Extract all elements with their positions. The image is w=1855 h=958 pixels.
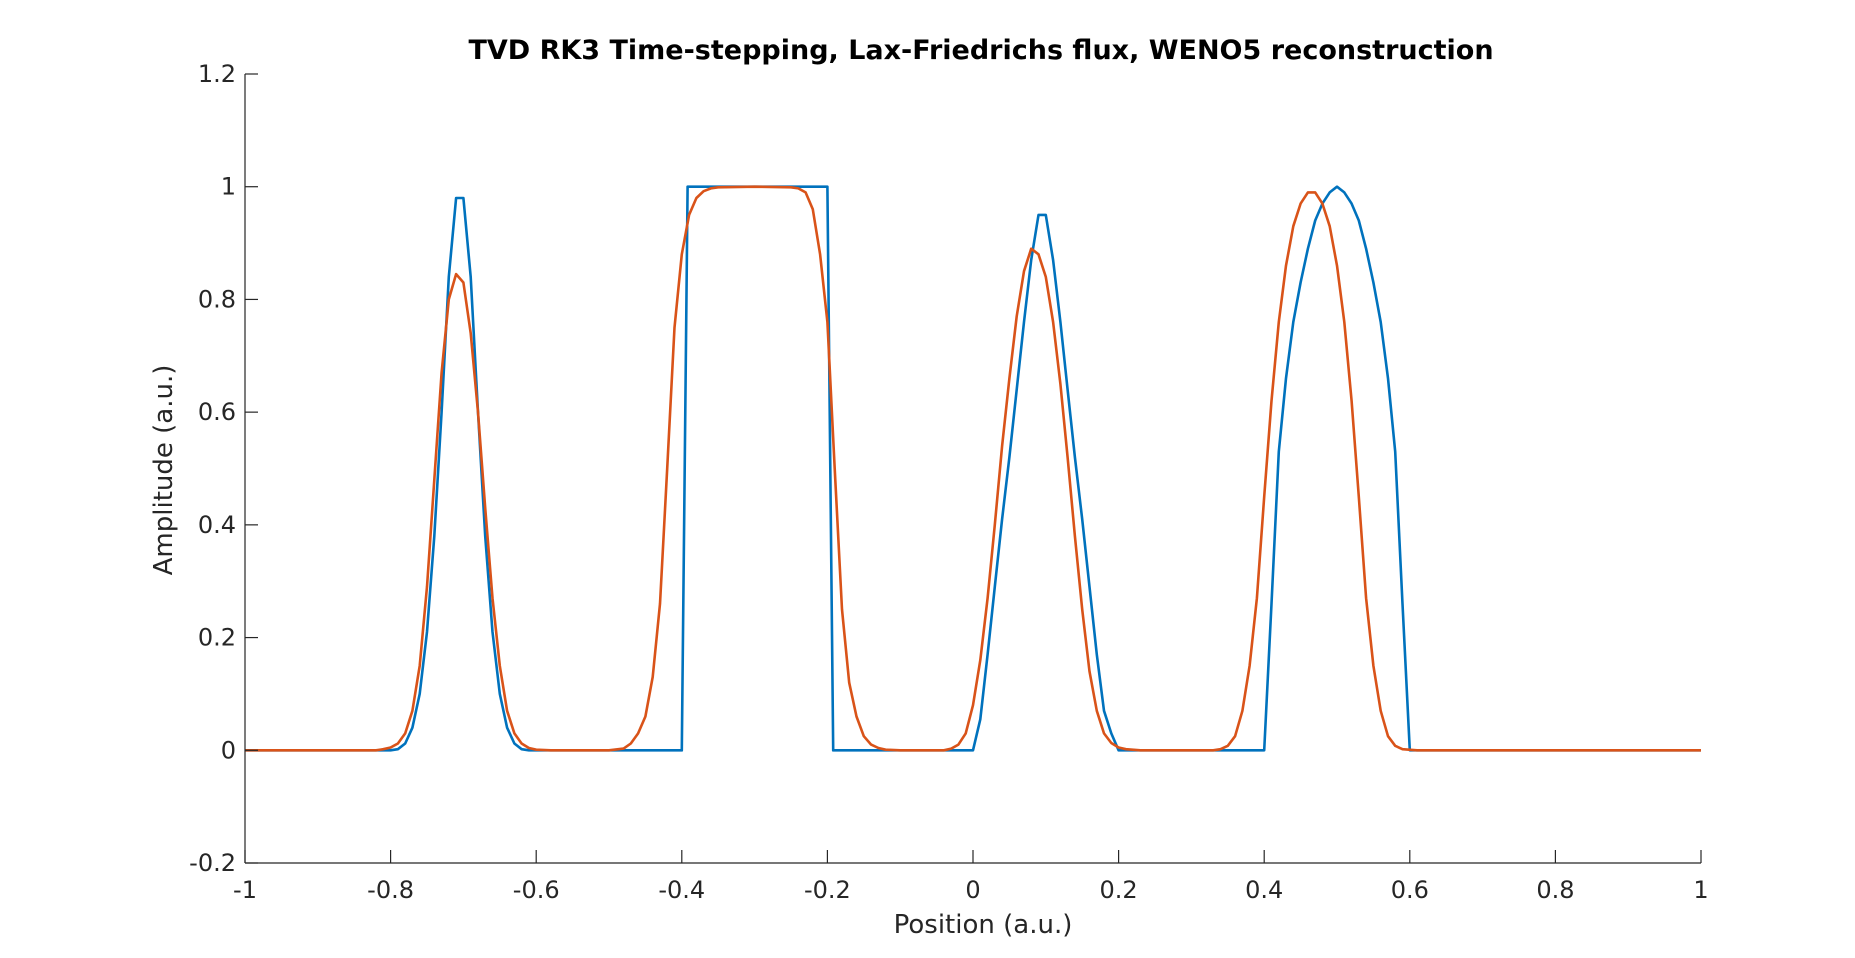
chart-title: TVD RK3 Time-stepping, Lax-Friedrichs fl…	[468, 35, 1493, 66]
series-line-2	[245, 185, 1701, 752]
x-tick-label: 0.6	[1391, 876, 1429, 904]
axes-layer: -1 -0.8 -0.6 -0.4 -0.2 0 0.2 0.4 0.6 0.8 1 -0.2 0 0.2…	[189, 60, 1708, 904]
x-tick-label: -0.4	[658, 876, 705, 904]
y-tick-label: 0.8	[198, 285, 236, 313]
series-line-1	[245, 185, 1701, 752]
x-axis-label: Position (a.u.)	[894, 910, 1073, 940]
x-tick-label: 0.8	[1536, 876, 1574, 904]
x-tick-label: 0	[965, 876, 980, 904]
y-tick-label: 1	[221, 173, 236, 201]
x-tick-label: 0.4	[1245, 876, 1283, 904]
plot-area	[245, 74, 1701, 863]
y-tick-label: 0.6	[198, 398, 236, 426]
x-tick-label: 1	[1693, 876, 1708, 904]
y-axis-label: Amplitude (a.u.)	[149, 365, 179, 576]
y-tick-label: -0.2	[189, 849, 236, 877]
y-tick-label: 0.2	[198, 624, 236, 652]
y-tick-label: 1.2	[198, 60, 236, 88]
x-tick-label: -1	[233, 876, 257, 904]
y-tick-label: 0.4	[198, 511, 236, 539]
x-tick-label: -0.8	[367, 876, 414, 904]
series-layer	[245, 185, 1701, 752]
y-tick-label: 0	[221, 736, 236, 764]
plot-background	[245, 74, 1701, 863]
x-tick-label: -0.6	[513, 876, 560, 904]
x-tick-label: -0.2	[804, 876, 851, 904]
x-tick-label: 0.2	[1100, 876, 1138, 904]
